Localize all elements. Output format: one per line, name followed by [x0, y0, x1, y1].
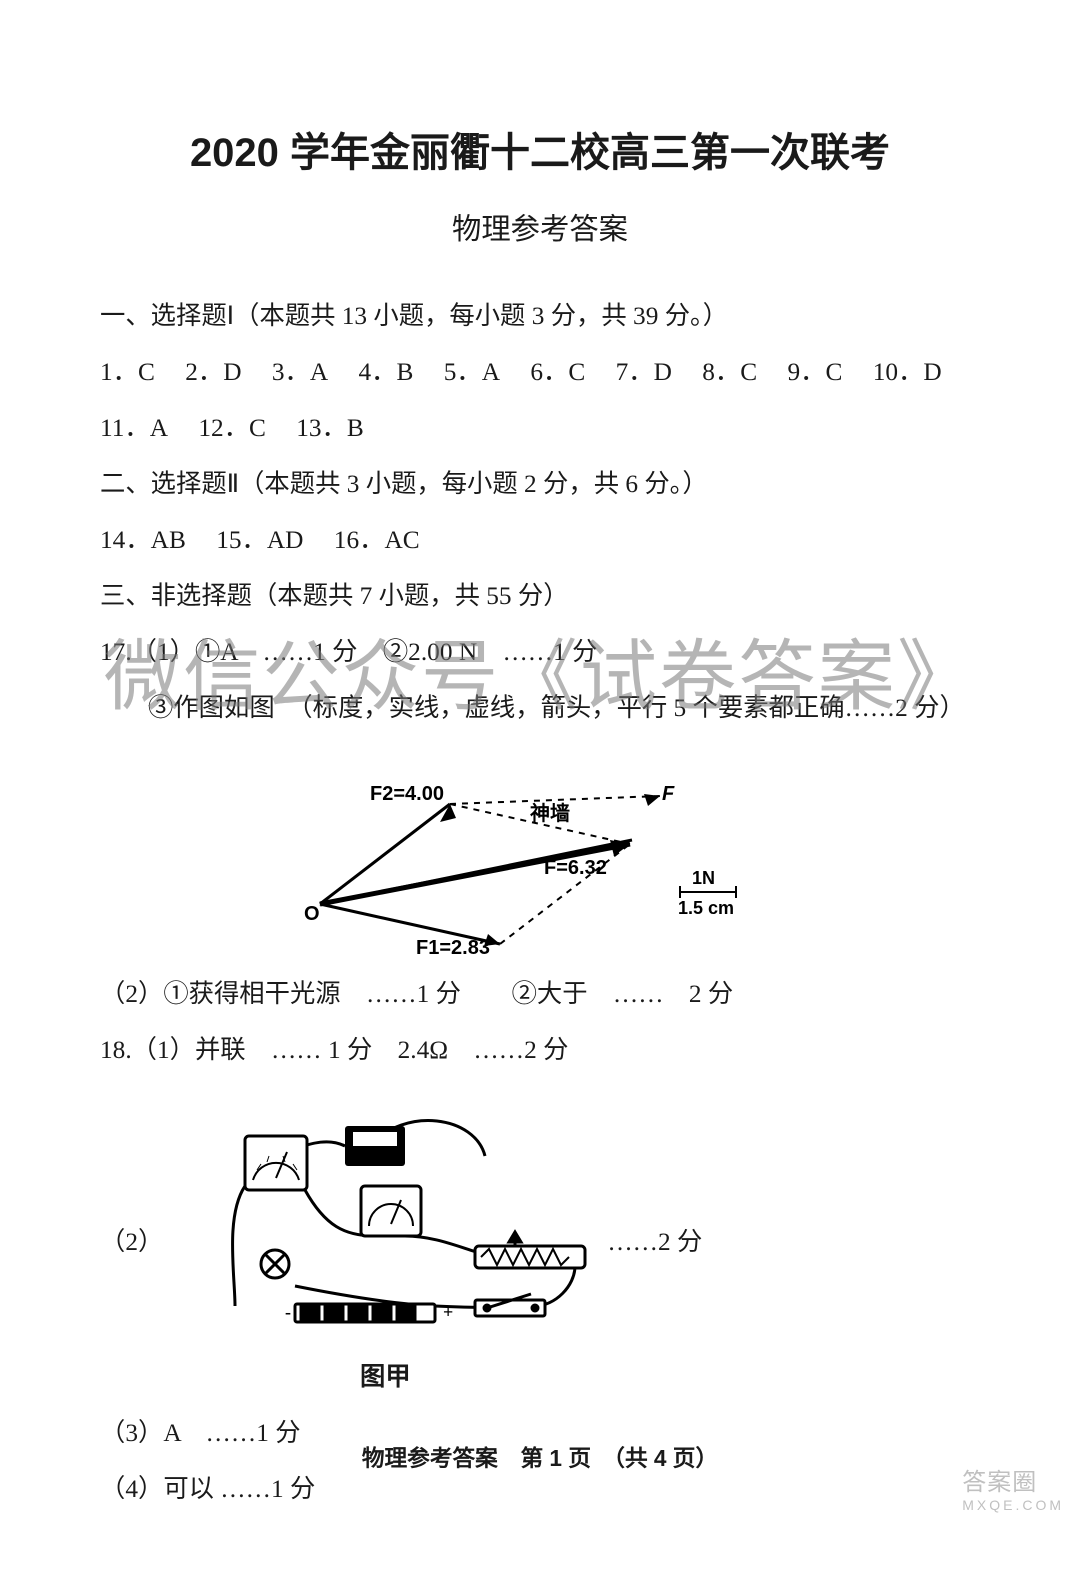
ans: 4．B: [359, 358, 414, 386]
ans: 7．D: [616, 358, 672, 386]
ans: 6．C: [530, 358, 585, 386]
section1-heading: 一、选择题Ⅰ（本题共 13 小题，每小题 3 分，共 39 分。）: [100, 296, 980, 332]
q17-line3: （2）①获得相干光源 ……1 分 ②大于 …… 2 分: [100, 974, 980, 1010]
label-extra: 神墙: [530, 801, 570, 825]
ans: 2．D: [185, 358, 241, 386]
q17-line2: ③作图如图 （标度，实线，虚线，箭头，平行 5 个要素都正确……2 分）: [100, 688, 980, 724]
q18-part2-row: （2）: [100, 1086, 980, 1393]
section1-answers-row2: 11．A 12．C 13．B: [100, 408, 980, 444]
ans: 16．AC: [334, 526, 420, 554]
q18-part2-suffix: ……2 分: [607, 1222, 702, 1258]
scale-bottom: 1.5 cm: [678, 898, 734, 918]
q18-line1: 18.（1）并联 …… 1 分 2.4Ω ……2 分: [100, 1030, 980, 1066]
section1-answers-row1: 1．C 2．D 3．A 4．B 5．A 6．C 7．D 8．C 9．C 10．D: [100, 352, 980, 388]
section2-answers-row1: 14．AB 15．AD 16．AC: [100, 520, 980, 556]
q17-diagram: O F1=2.83 F2=4.00 F=6.32 神墙 1N 1.5 cm F: [100, 744, 980, 954]
ans: 13．B: [296, 414, 364, 442]
label-F1: F1=2.83: [416, 937, 490, 954]
ans: 3．A: [272, 358, 328, 386]
section2-heading: 二、选择题Ⅱ（本题共 3 小题，每小题 2 分，共 6 分。）: [100, 464, 980, 500]
corner-main: 答案圈: [962, 1469, 1037, 1496]
svg-text:F: F: [662, 783, 675, 805]
scale-top: 1N: [692, 868, 715, 888]
q18-diagram-caption: 图甲: [175, 1357, 595, 1393]
ans: 15．AD: [216, 526, 303, 554]
page-footer: 物理参考答案 第 1 页 （共 4 页）: [0, 1440, 1080, 1473]
q18-diagram: + - 图甲: [175, 1086, 595, 1393]
label-plus: +: [443, 1302, 453, 1322]
corner-sub: MXQE.COM: [962, 1497, 1064, 1513]
q18-part2-prefix: （2）: [100, 1222, 163, 1258]
page-title: 2020 学年金丽衢十二校高三第一次联考: [100, 120, 980, 178]
corner-watermark: 答案圈 MXQE.COM: [962, 1462, 1064, 1513]
ans: 1．C: [100, 358, 155, 386]
label-F: F=6.32: [544, 857, 607, 879]
q18-line4: （4）可以 ……1 分: [100, 1469, 980, 1505]
ans: 8．C: [702, 358, 757, 386]
page-subtitle: 物理参考答案: [100, 206, 980, 248]
ans: 5．A: [444, 358, 500, 386]
ans: 12．C: [198, 414, 266, 442]
q17-line1: 17.（1）①A ……1 分 ②2.00 N ……1 分: [100, 632, 980, 668]
label-O: O: [304, 903, 320, 925]
label-minus: -: [285, 1302, 291, 1322]
ans: 10．D: [873, 358, 942, 386]
ans: 14．AB: [100, 526, 186, 554]
section3-heading: 三、非选择题（本题共 7 小题，共 55 分）: [100, 576, 980, 612]
ans: 11．A: [100, 414, 168, 442]
label-F2: F2=4.00: [370, 783, 444, 805]
content-body: 一、选择题Ⅰ（本题共 13 小题，每小题 3 分，共 39 分。） 1．C 2．…: [100, 296, 980, 1505]
ans: 9．C: [788, 358, 843, 386]
